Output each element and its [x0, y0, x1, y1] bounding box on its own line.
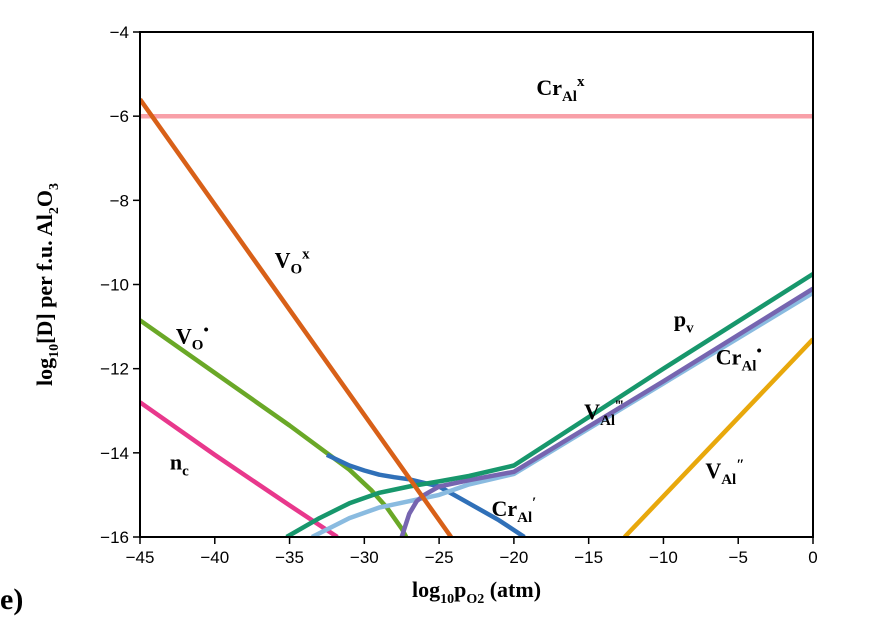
series-line-v-o-dot	[140, 318, 409, 537]
series-label-cr-al-prime: CrAl′	[491, 495, 536, 526]
x-tick-label: −30	[350, 548, 379, 567]
ticks-layer: −45 −40 −35 −30 −25 −20 −15 −10 −5 0 −16 −14 −12 −10 −…	[100, 23, 818, 567]
series-label-v-o-dot: VO•	[176, 322, 209, 353]
series-label-v-o-x: VOx	[275, 247, 311, 278]
series-label-v-al-2prime: VAl″	[705, 457, 744, 488]
y-tick-label: −4	[110, 23, 129, 42]
y-tick-label: −8	[110, 191, 129, 210]
x-tick-label: −20	[499, 548, 528, 567]
series-line-cr-al-prime	[325, 452, 526, 537]
y-tick-label: −10	[100, 276, 129, 295]
series-label-v-al-3prime: VAl‴	[584, 398, 623, 429]
series-line-v-o-x	[140, 97, 453, 537]
x-tick-label: −25	[425, 548, 454, 567]
y-tick-label: −16	[100, 528, 129, 547]
series-layer	[140, 97, 813, 537]
x-tick-label: −10	[649, 548, 678, 567]
y-tick-label: −14	[100, 444, 129, 463]
series-line-p-v	[285, 272, 813, 537]
series-line-v-al-2prime	[622, 337, 813, 537]
series-line-v-al-3prime	[399, 286, 813, 537]
x-tick-label: −45	[126, 548, 155, 567]
x-tick-label: −40	[200, 548, 229, 567]
x-tick-label: 0	[808, 548, 817, 567]
y-tick-label: −12	[100, 360, 129, 379]
x-tick-label: −35	[275, 548, 304, 567]
series-labels: CrAlx VOx VO• nc CrAl′ pv CrAl• VAl‴ VAl″	[170, 74, 762, 526]
x-axis-title: log10pO2 (atm)	[412, 577, 541, 607]
x-tick-label: −5	[729, 548, 748, 567]
y-axis-title: log10[D] per f.u. Al2O3	[32, 183, 62, 386]
panel-label: e)	[0, 583, 23, 616]
x-tick-label: −15	[574, 548, 603, 567]
series-label-cr-al-dot: CrAl•	[716, 343, 762, 374]
y-tick-label: −6	[110, 107, 129, 126]
series-label-cr-al-x: CrAlx	[536, 74, 585, 105]
series-label-n-c: nc	[170, 450, 189, 480]
series-label-p-v: pv	[674, 307, 694, 337]
